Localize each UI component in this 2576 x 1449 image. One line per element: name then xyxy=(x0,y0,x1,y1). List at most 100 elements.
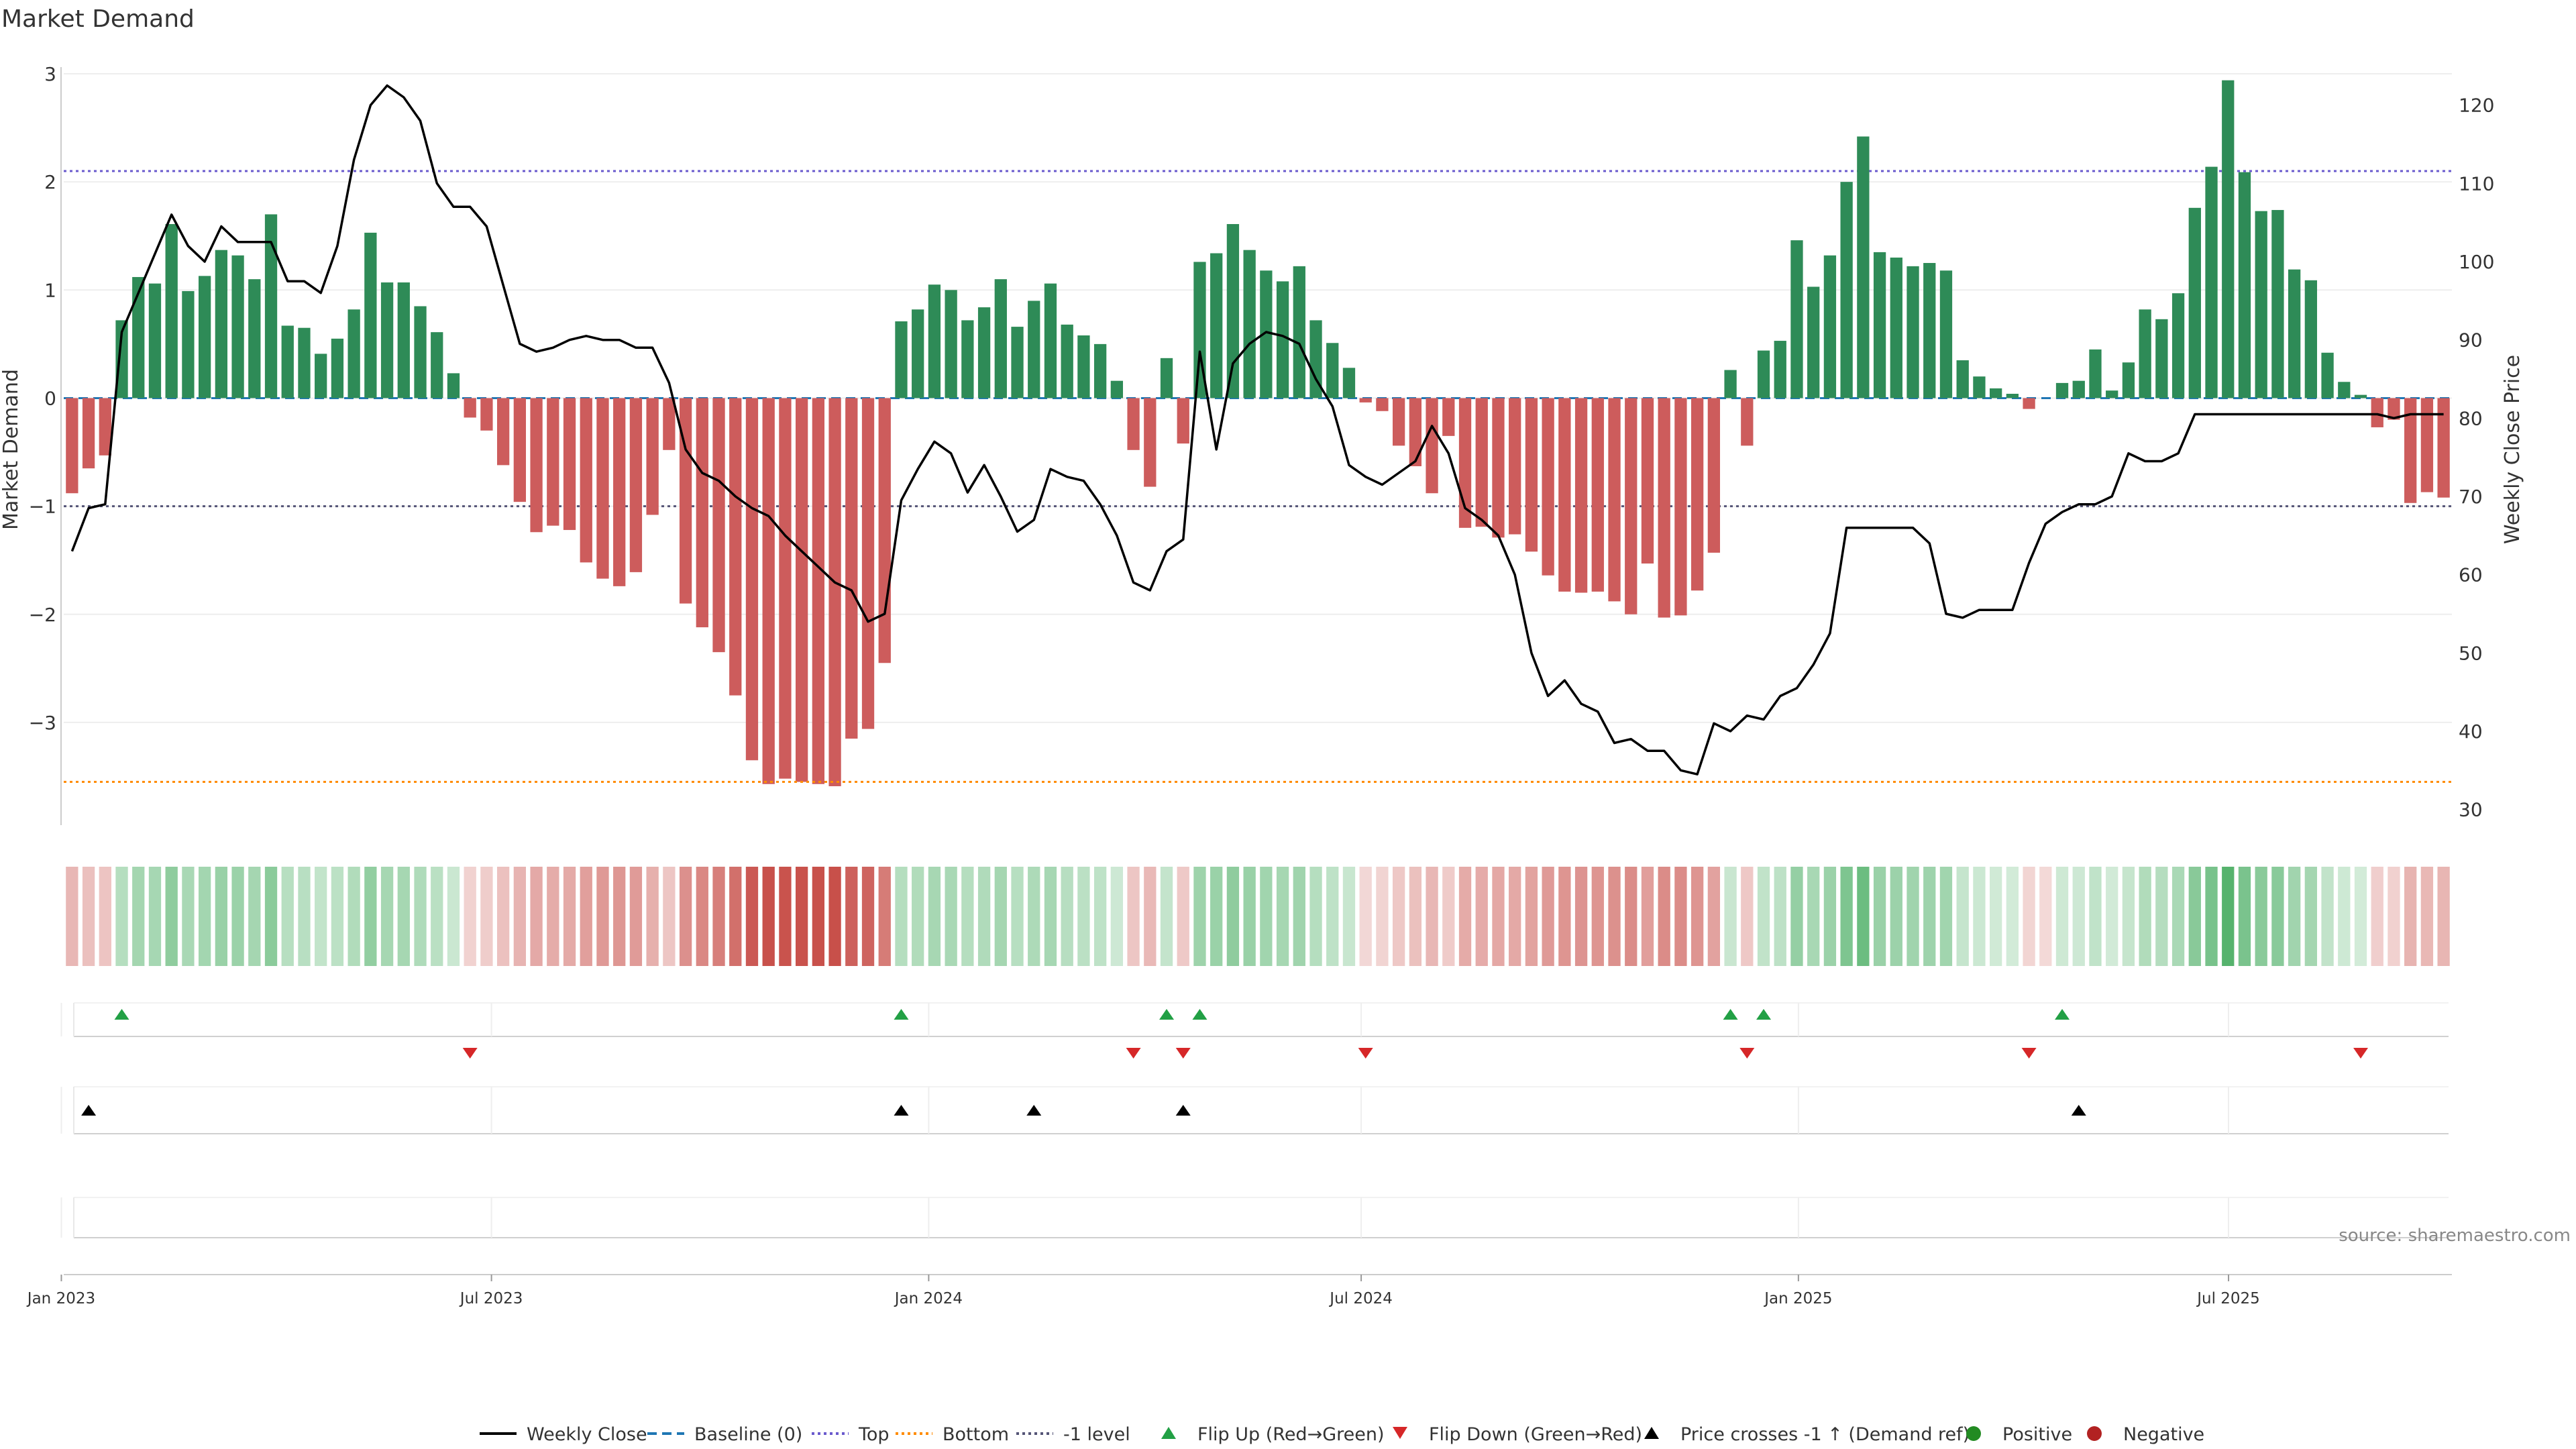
y2-tick-label: 40 xyxy=(2459,720,2483,743)
heat-cell xyxy=(1840,867,1853,966)
demand-bar xyxy=(1724,370,1737,398)
demand-bar xyxy=(1509,398,1521,535)
demand-bar xyxy=(1093,343,1107,398)
demand-bar xyxy=(397,282,410,398)
heat-cell xyxy=(1392,867,1405,966)
demand-bar xyxy=(912,309,924,398)
demand-bar xyxy=(1641,398,1654,564)
demand-bar xyxy=(2023,398,2035,409)
heat-cell xyxy=(696,867,708,966)
demand-bar xyxy=(347,309,360,398)
heat-cell xyxy=(1458,867,1472,966)
heat-cell xyxy=(1326,867,1339,966)
heat-cell xyxy=(1690,867,1704,966)
heat-cell xyxy=(480,867,493,966)
demand-bar xyxy=(1426,398,1438,494)
demand-bar xyxy=(613,398,626,586)
heat-cell xyxy=(347,867,360,966)
heat-cell xyxy=(613,867,626,966)
heat-cell xyxy=(1426,867,1438,966)
demand-bar xyxy=(861,398,875,729)
heat-cell xyxy=(2089,867,2102,966)
heat-cell xyxy=(2106,867,2118,966)
demand-bar xyxy=(729,398,742,696)
heat-cell xyxy=(132,867,145,966)
main-axes: 3 2 1 0 −1 −2 −3 120 110 100 90 80 70 60 50 40 30 xyxy=(29,63,2494,825)
heat-cell xyxy=(1226,867,1240,966)
heat-cell xyxy=(1028,867,1040,966)
demand-bar xyxy=(1293,266,1305,398)
demand-bar xyxy=(1077,335,1090,398)
heat-cell xyxy=(231,867,244,966)
heat-cell xyxy=(464,867,476,966)
demand-bar xyxy=(1309,320,1322,398)
heat-cell xyxy=(496,867,510,966)
demand-bar xyxy=(231,255,244,398)
heat-cell xyxy=(1475,867,1488,966)
heat-cell xyxy=(1160,867,1173,966)
date-tick-label: Jul 2023 xyxy=(459,1290,523,1307)
demand-bar xyxy=(1260,270,1273,398)
date-axis: Jan 2023 Jul 2023 Jan 2024 Jul 2024 Jan 2025… xyxy=(26,1274,2452,1307)
demand-bar xyxy=(1625,398,1638,614)
heat-cell xyxy=(1923,867,1936,966)
demand-bar xyxy=(513,398,527,502)
legend-label: Flip Down (Green→Red) xyxy=(1429,1424,1642,1445)
heat-cell xyxy=(1442,867,1455,966)
demand-bar xyxy=(828,398,841,786)
demand-bar xyxy=(2106,390,2118,398)
heat-cell xyxy=(994,867,1007,966)
heat-cell xyxy=(1907,867,1919,966)
demand-bar xyxy=(281,325,294,398)
demand-bar xyxy=(2387,398,2400,420)
demand-bar xyxy=(1707,398,1721,553)
heat-cell xyxy=(1011,867,1024,966)
demand-bar xyxy=(1492,398,1505,538)
demand-bar xyxy=(1276,281,1289,398)
demand-bar xyxy=(2271,210,2284,398)
demand-bar xyxy=(1890,257,1902,398)
demand-bar xyxy=(2072,380,2085,398)
demand-bar xyxy=(2055,382,2069,398)
demand-bar xyxy=(115,320,128,398)
demand-bar xyxy=(1973,376,1986,398)
chart-title: Market Demand xyxy=(1,5,195,33)
date-tick-label: Jan 2025 xyxy=(1763,1290,1832,1307)
demand-bar xyxy=(2171,293,2185,398)
heat-cell xyxy=(2039,867,2052,966)
y-tick-label: 1 xyxy=(44,279,56,301)
demand-bar xyxy=(994,279,1007,398)
demand-bar xyxy=(1127,398,1140,450)
demand-bar xyxy=(646,398,659,515)
heat-cell xyxy=(364,867,377,966)
flip-up-marker xyxy=(2055,1009,2070,1020)
heat-cell xyxy=(315,867,327,966)
demand-bar xyxy=(1591,398,1604,592)
demand-bar xyxy=(762,398,775,784)
demand-bar xyxy=(1144,398,1157,487)
heat-cell xyxy=(1807,867,1820,966)
demand-bar xyxy=(248,279,261,398)
demand-bar xyxy=(215,250,228,398)
date-tick-label: Jul 2025 xyxy=(2196,1290,2260,1307)
heat-cell xyxy=(2139,867,2151,966)
demand-bar xyxy=(2238,172,2251,398)
heat-cell xyxy=(182,867,195,966)
demand-bar xyxy=(1956,360,1969,398)
price-line-layer xyxy=(70,84,2444,775)
legend-label: Negative xyxy=(2123,1424,2204,1445)
demand-bar xyxy=(1757,350,1770,398)
heat-cell xyxy=(2271,867,2284,966)
demand-bar xyxy=(1392,398,1405,446)
y2-tick-label: 50 xyxy=(2459,642,2483,664)
demand-bar xyxy=(264,214,278,398)
demand-bar xyxy=(1658,398,1670,618)
demand-bar xyxy=(148,283,162,398)
heat-cell xyxy=(1093,867,1107,966)
heat-cell xyxy=(148,867,162,966)
demand-bar xyxy=(2205,166,2218,398)
demand-bar xyxy=(2321,352,2334,398)
price-cross-marker xyxy=(81,1105,97,1116)
flip-up-marker xyxy=(114,1009,129,1020)
demand-bar xyxy=(1558,398,1571,592)
